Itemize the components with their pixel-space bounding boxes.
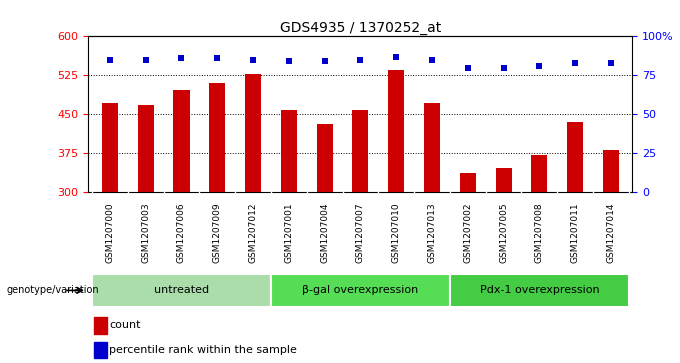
- Point: [391, 54, 402, 60]
- Bar: [352, 110, 369, 192]
- Point: [248, 57, 258, 62]
- Bar: [137, 105, 154, 192]
- Point: [355, 57, 366, 62]
- Text: GSM1207009: GSM1207009: [213, 202, 222, 263]
- Bar: [460, 173, 476, 192]
- Bar: [92, 274, 271, 307]
- Text: GSM1207001: GSM1207001: [284, 202, 293, 263]
- Text: untreated: untreated: [154, 285, 209, 295]
- Bar: [317, 124, 333, 192]
- Point: [605, 60, 616, 66]
- Bar: [102, 103, 118, 192]
- Point: [140, 57, 151, 62]
- Text: Pdx-1 overexpression: Pdx-1 overexpression: [479, 285, 599, 295]
- Text: GSM1207014: GSM1207014: [607, 202, 615, 262]
- Text: percentile rank within the sample: percentile rank within the sample: [109, 345, 297, 355]
- Bar: [531, 155, 547, 192]
- Bar: [567, 122, 583, 192]
- Point: [319, 58, 330, 64]
- Title: GDS4935 / 1370252_at: GDS4935 / 1370252_at: [279, 21, 441, 35]
- Point: [105, 57, 116, 62]
- Bar: [173, 90, 190, 192]
- Text: GSM1207004: GSM1207004: [320, 202, 329, 262]
- Bar: [209, 83, 225, 192]
- Bar: [94, 342, 107, 358]
- Bar: [388, 70, 404, 192]
- Bar: [450, 274, 629, 307]
- Bar: [245, 74, 261, 192]
- Text: β-gal overexpression: β-gal overexpression: [303, 285, 418, 295]
- Bar: [94, 317, 107, 334]
- Bar: [496, 168, 511, 192]
- Text: GSM1207000: GSM1207000: [105, 202, 114, 263]
- Point: [176, 55, 187, 61]
- Text: GSM1207005: GSM1207005: [499, 202, 508, 263]
- Point: [211, 55, 222, 61]
- Text: GSM1207008: GSM1207008: [535, 202, 544, 263]
- Bar: [281, 110, 297, 192]
- Text: GSM1207010: GSM1207010: [392, 202, 401, 263]
- Bar: [603, 150, 619, 192]
- Text: GSM1207007: GSM1207007: [356, 202, 365, 263]
- Text: GSM1207002: GSM1207002: [463, 202, 473, 262]
- Point: [462, 65, 473, 70]
- Point: [498, 65, 509, 70]
- Text: GSM1207006: GSM1207006: [177, 202, 186, 263]
- Text: GSM1207003: GSM1207003: [141, 202, 150, 263]
- Point: [426, 57, 437, 62]
- Text: count: count: [109, 321, 141, 330]
- Text: GSM1207012: GSM1207012: [248, 202, 258, 262]
- Bar: [424, 103, 440, 192]
- Text: GSM1207011: GSM1207011: [571, 202, 579, 263]
- Text: GSM1207013: GSM1207013: [428, 202, 437, 263]
- Point: [284, 58, 294, 64]
- Text: genotype/variation: genotype/variation: [7, 285, 99, 295]
- Point: [534, 63, 545, 69]
- Bar: [271, 274, 450, 307]
- Point: [570, 60, 581, 66]
